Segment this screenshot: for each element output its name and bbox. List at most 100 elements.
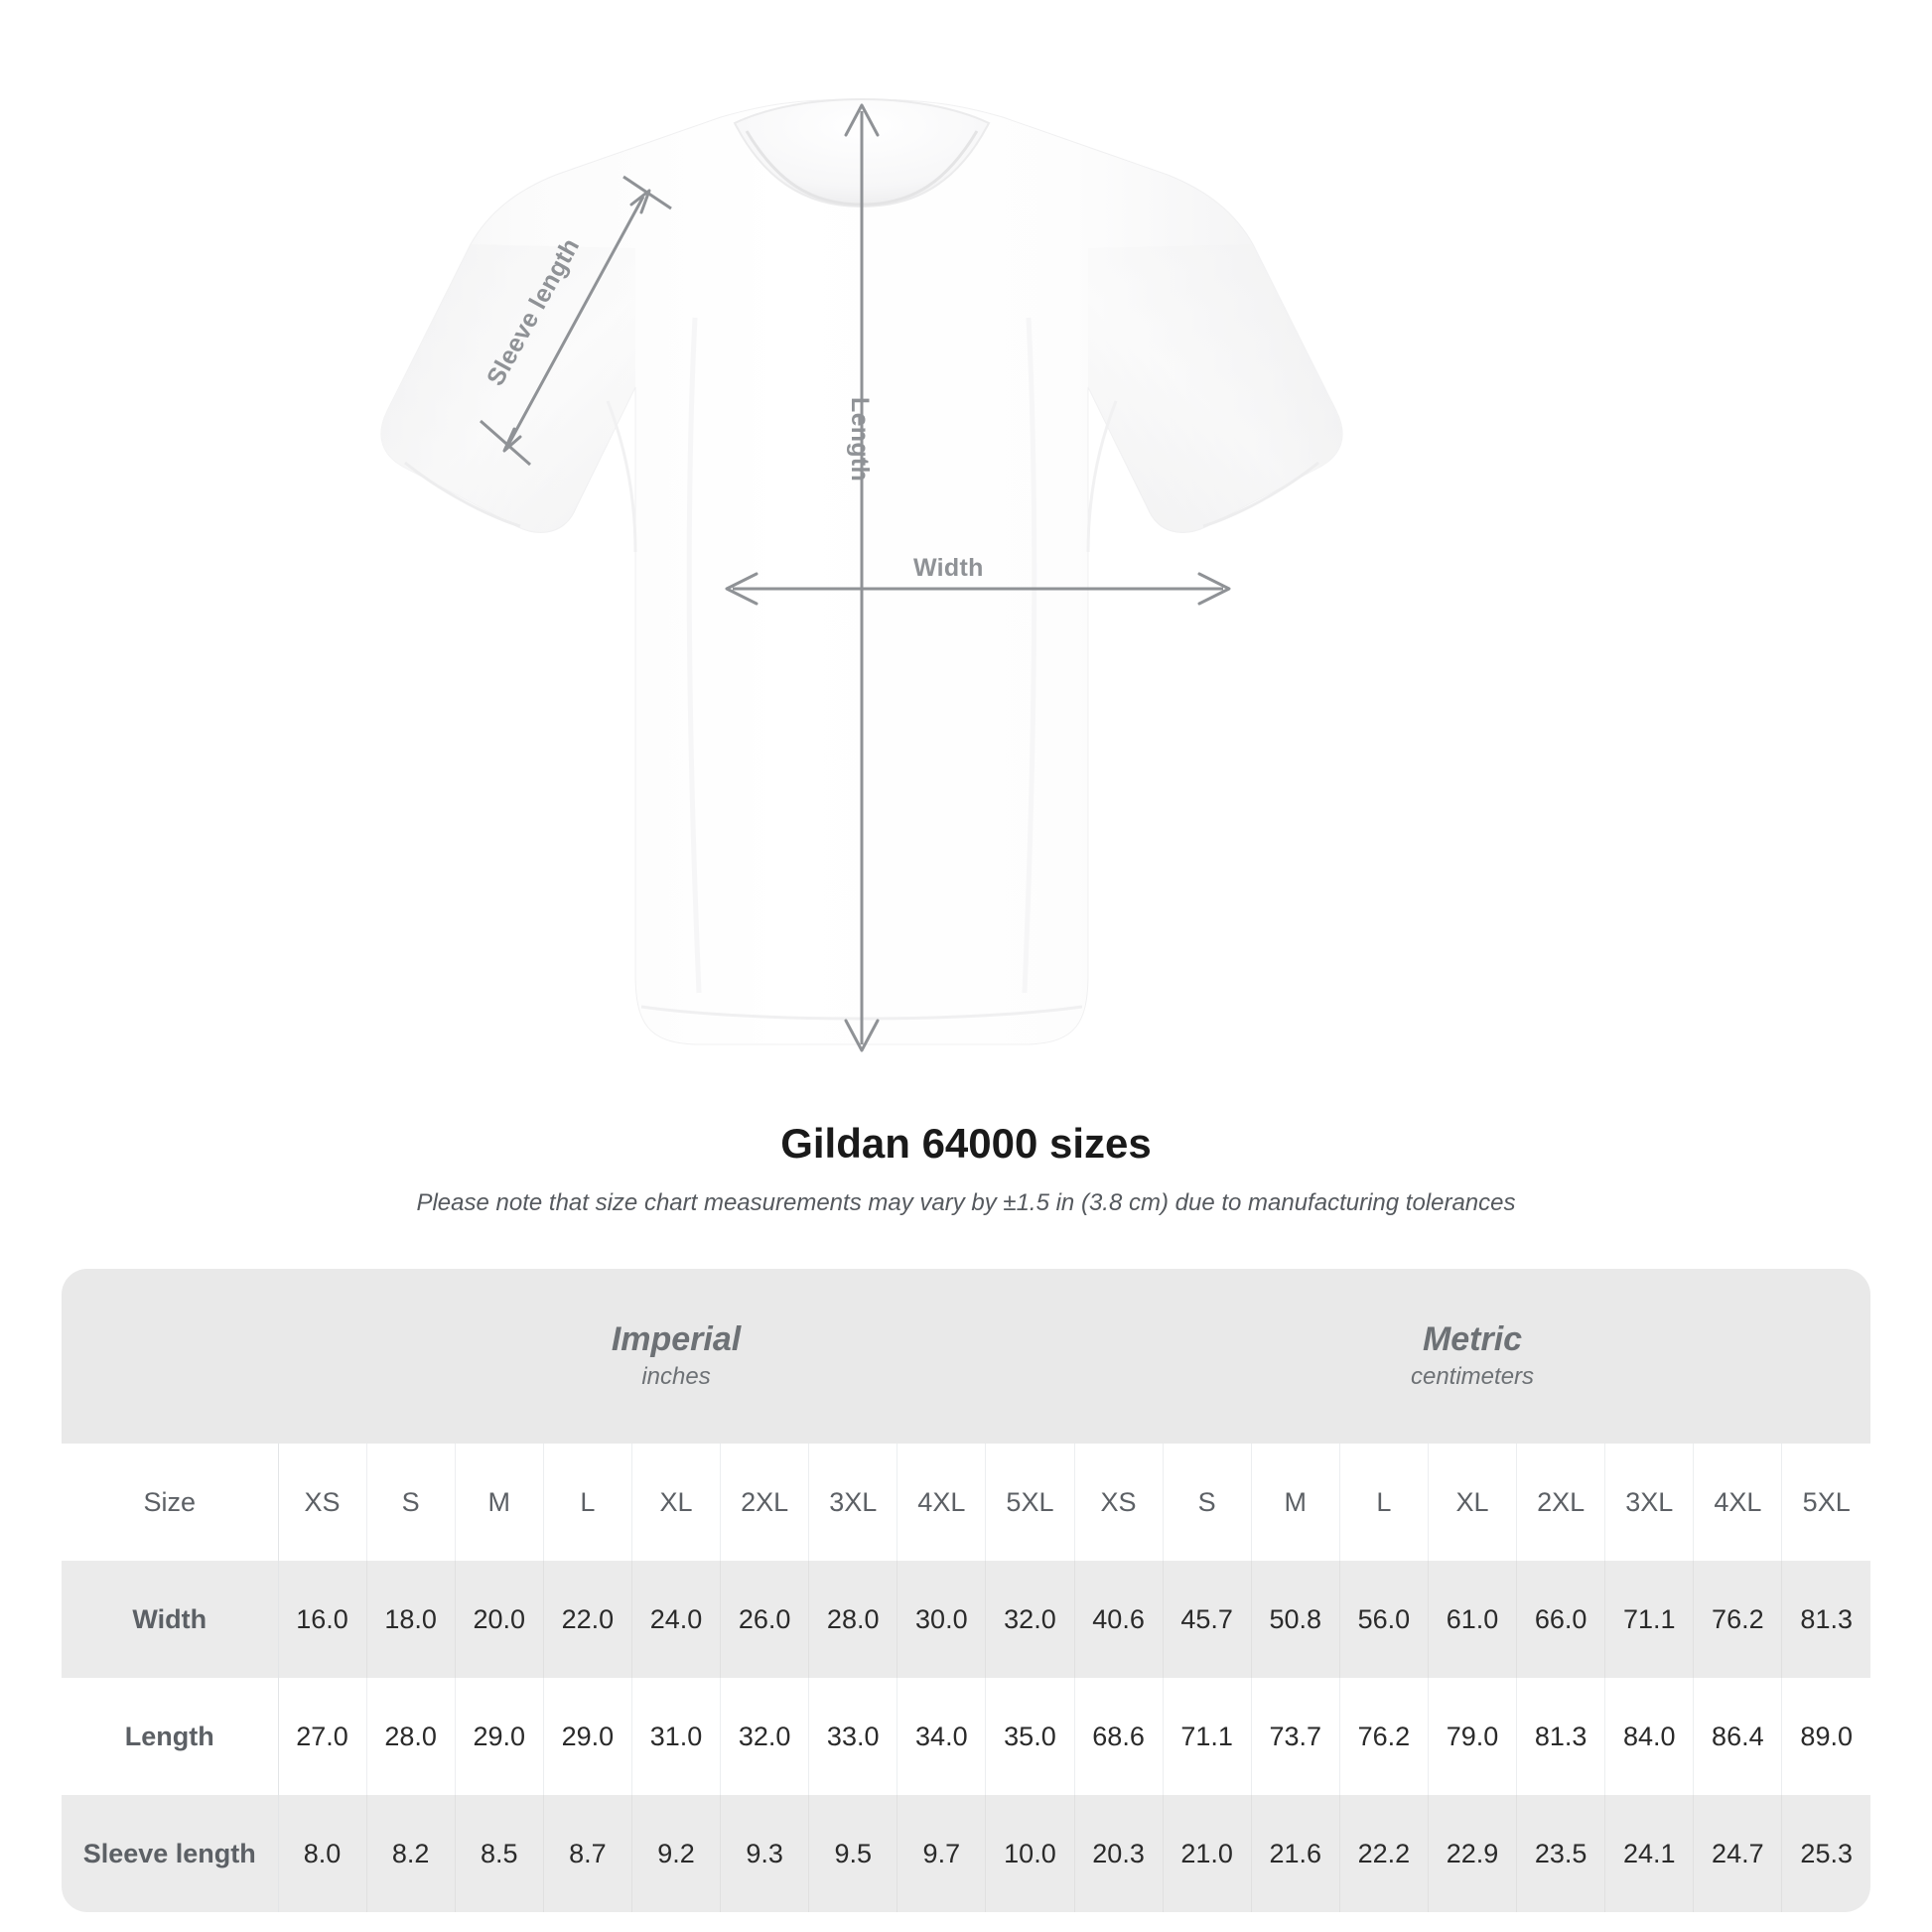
width-label: Width (913, 554, 984, 582)
width-arrowhead-right (1197, 572, 1231, 606)
measurement-cell: 40.6 (1074, 1561, 1164, 1678)
measurement-cell: 71.1 (1604, 1561, 1695, 1678)
size-header-cell: 2XL (720, 1444, 810, 1561)
measurement-cell: 28.0 (808, 1561, 898, 1678)
measurement-cell: 89.0 (1781, 1678, 1871, 1795)
size-header-cell: S (1163, 1444, 1252, 1561)
measurement-cell: 9.3 (720, 1795, 810, 1912)
measurement-cell: 29.0 (543, 1678, 632, 1795)
measurement-cell: 9.7 (897, 1795, 987, 1912)
size-header-cell: S (366, 1444, 456, 1561)
size-header-label: Size (62, 1444, 279, 1561)
table-row: Sleeve length 8.0 8.2 8.5 8.7 9.2 9.3 9.5 9.7 10.… (62, 1795, 1871, 1912)
size-header-cell: 3XL (1604, 1444, 1695, 1561)
measurement-cell: 8.2 (366, 1795, 456, 1912)
measurement-cell: 32.0 (985, 1561, 1075, 1678)
measurement-cell: 84.0 (1604, 1678, 1695, 1795)
measurement-cell: 45.7 (1163, 1561, 1252, 1678)
measurement-cell: 22.2 (1339, 1795, 1429, 1912)
measurement-cell: 21.6 (1251, 1795, 1340, 1912)
length-label: Length (846, 397, 874, 483)
size-header-cell: 5XL (1781, 1444, 1871, 1561)
tolerance-note: Please note that size chart measurements… (416, 1189, 1516, 1216)
measurement-cell: 26.0 (720, 1561, 810, 1678)
size-header-cell: XL (631, 1444, 722, 1561)
measurement-cell: 34.0 (897, 1678, 987, 1795)
sleeve-tick-top (622, 175, 672, 210)
measurement-cell: 9.5 (808, 1795, 898, 1912)
measurement-cell: 33.0 (808, 1678, 898, 1795)
measurement-cell: 35.0 (985, 1678, 1075, 1795)
size-header-cell: L (1339, 1444, 1429, 1561)
size-header-cell: 2XL (1516, 1444, 1606, 1561)
measurement-cell: 25.3 (1781, 1795, 1871, 1912)
measurement-cell: 73.7 (1251, 1678, 1340, 1795)
row-label-width: Width (62, 1561, 279, 1678)
size-header-cell: 4XL (897, 1444, 987, 1561)
width-arrowhead-left (725, 572, 759, 606)
measurement-cell: 81.3 (1516, 1678, 1606, 1795)
sleeve-arrowhead-top (629, 189, 651, 214)
measurement-cell: 9.2 (631, 1795, 722, 1912)
sleeve-tick-bottom (480, 419, 531, 467)
sleeve-arrowhead-bottom (502, 427, 522, 453)
size-header-cell: 4XL (1693, 1444, 1783, 1561)
measurement-cell: 61.0 (1428, 1561, 1518, 1678)
measurement-cell: 76.2 (1339, 1678, 1429, 1795)
size-header-cell: XS (278, 1444, 367, 1561)
measurement-cell: 30.0 (897, 1561, 987, 1678)
measurement-cell: 24.1 (1604, 1795, 1695, 1912)
unit-group-name: Metric (1422, 1319, 1523, 1358)
tshirt-graphic (380, 97, 1343, 1052)
measurement-cell: 71.1 (1163, 1678, 1252, 1795)
chart-title-block: Gildan 64000 sizes Please note that size… (0, 1120, 1932, 1217)
size-header-cell: 5XL (985, 1444, 1075, 1561)
unit-group-subtitle: inches (641, 1363, 711, 1391)
size-header-row: Size XS S M L XL 2XL 3XL 4XL 5XL XS S M L XL 2XL 3XL 4XL 5… (62, 1444, 1871, 1561)
size-header-cell: M (455, 1444, 544, 1561)
measurement-cell: 24.7 (1693, 1795, 1783, 1912)
measurement-cell: 28.0 (366, 1678, 456, 1795)
measurement-cell: 8.5 (455, 1795, 544, 1912)
measurement-cell: 8.0 (278, 1795, 367, 1912)
measurement-cell: 29.0 (455, 1678, 544, 1795)
measurement-cell: 20.3 (1074, 1795, 1164, 1912)
measurement-cell: 79.0 (1428, 1678, 1518, 1795)
measurement-cell: 8.7 (543, 1795, 632, 1912)
size-chart-table-wrapper: Imperial inches Metric centimeters Size XS S M L… (62, 1269, 1871, 1912)
unit-group-subtitle: centimeters (1410, 1363, 1535, 1391)
table-row: Width 16.0 18.0 20.0 22.0 24.0 26.0 28.0 30.0 32.… (62, 1561, 1871, 1678)
size-header-cell: M (1251, 1444, 1340, 1561)
measurement-cell: 22.9 (1428, 1795, 1518, 1912)
measurement-cell: 22.0 (543, 1561, 632, 1678)
size-header-cell: 3XL (808, 1444, 898, 1561)
size-header-cell: XS (1074, 1444, 1164, 1561)
measurement-cell: 16.0 (278, 1561, 367, 1678)
measurement-cell: 32.0 (720, 1678, 810, 1795)
measurement-cell: 76.2 (1693, 1561, 1783, 1678)
measurement-cell: 68.6 (1074, 1678, 1164, 1795)
measurement-cell: 86.4 (1693, 1678, 1783, 1795)
sleeve-dimension-line (506, 196, 645, 446)
table-row: Length 27.0 28.0 29.0 29.0 31.0 32.0 33.0 34.0 35… (62, 1678, 1871, 1795)
measurement-cell: 27.0 (278, 1678, 367, 1795)
tshirt-illustration: Sleeve length Length Width (380, 97, 1343, 1052)
size-header-cell: XL (1428, 1444, 1518, 1561)
size-chart-table: Imperial inches Metric centimeters Size XS S M L… (62, 1269, 1871, 1912)
measurement-cell: 21.0 (1163, 1795, 1252, 1912)
unit-group-row: Imperial inches Metric centimeters (62, 1269, 1871, 1444)
unit-group-imperial: Imperial inches (278, 1269, 1075, 1444)
measurement-cell: 66.0 (1516, 1561, 1606, 1678)
unit-spacer-cell (62, 1269, 278, 1444)
measurement-cell: 81.3 (1781, 1561, 1871, 1678)
measurement-cell: 18.0 (366, 1561, 456, 1678)
measurement-cell: 56.0 (1339, 1561, 1429, 1678)
measurement-cell: 23.5 (1516, 1795, 1606, 1912)
measurement-cell: 24.0 (631, 1561, 722, 1678)
unit-group-name: Imperial (611, 1319, 742, 1358)
row-label-sleeve-length: Sleeve length (62, 1795, 279, 1912)
measurement-cell: 10.0 (985, 1795, 1075, 1912)
length-arrowhead-top (844, 103, 880, 137)
tshirt-measurement-diagram: Sleeve length Length Width (380, 97, 1343, 1052)
size-header-cell: L (543, 1444, 632, 1561)
